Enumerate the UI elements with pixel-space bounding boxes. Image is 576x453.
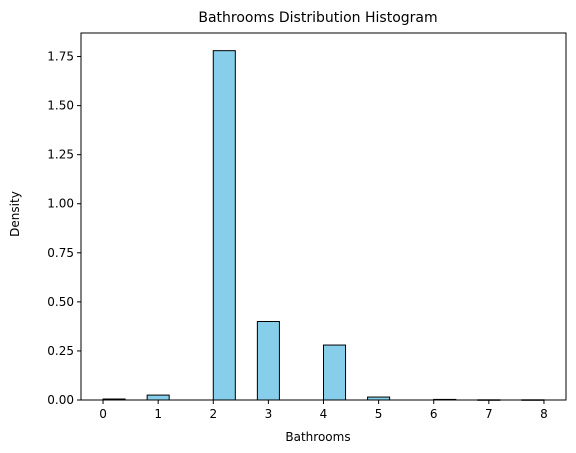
y-tick-label: 0.75	[47, 246, 74, 260]
x-tick-label: 5	[375, 407, 383, 421]
x-tick-label: 1	[154, 407, 162, 421]
x-tick-label: 8	[540, 407, 548, 421]
y-tick-label: 1.00	[47, 197, 74, 211]
x-tick-label: 4	[320, 407, 328, 421]
y-tick-label: 0.25	[47, 344, 74, 358]
y-tick-label: 1.75	[47, 50, 74, 64]
x-tick-label: 7	[485, 407, 493, 421]
plot-area: 0 1 2 3 4 5 6 7 8 0.00 0.25 0.50 0.75 1.00 1.25 1.50 1.7…	[47, 32, 567, 421]
x-axis-label: Bathrooms	[285, 430, 350, 444]
x-tick-label: 2	[209, 407, 217, 421]
y-axis-label: Density	[8, 191, 22, 237]
y-tick-label: 0.50	[47, 295, 74, 309]
histogram-bar-4	[323, 344, 347, 401]
chart-title: Bathrooms Distribution Histogram	[198, 10, 437, 26]
y-tick-label: 0.00	[47, 393, 74, 407]
histogram-bar-1	[146, 394, 170, 401]
histogram-bar-3	[256, 320, 280, 401]
histogram-bar-2	[212, 50, 236, 401]
x-tick-label: 0	[99, 407, 107, 421]
y-tick-label: 1.50	[47, 99, 74, 113]
x-tick-label: 6	[430, 407, 438, 421]
y-tick-label: 1.25	[47, 148, 74, 162]
x-tick-label: 3	[265, 407, 273, 421]
